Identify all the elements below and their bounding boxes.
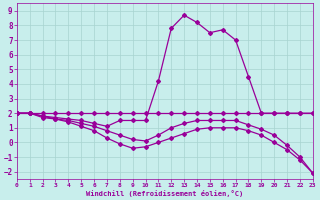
- X-axis label: Windchill (Refroidissement éolien,°C): Windchill (Refroidissement éolien,°C): [86, 190, 244, 197]
